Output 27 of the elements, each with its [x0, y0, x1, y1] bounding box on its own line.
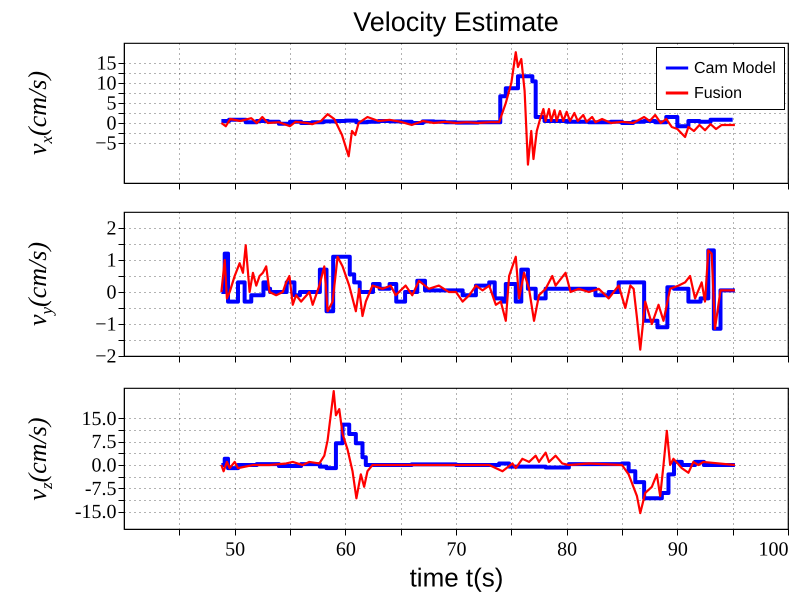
- y-tick-label: −1: [95, 314, 116, 336]
- y-tick-label: -15.0: [74, 501, 116, 524]
- x-tick-label: 70: [446, 538, 466, 560]
- chart-title: Velocity Estimate: [353, 7, 559, 37]
- y-tick-label: 15: [96, 52, 116, 74]
- y-tick-label: 0: [106, 112, 116, 134]
- y-tick-label: −2: [95, 346, 116, 368]
- x-tick-label: 100: [758, 538, 788, 560]
- legend-label: Cam Model: [694, 60, 776, 77]
- x-axis-title: time t(s): [410, 562, 504, 592]
- x-tick-label: 80: [557, 538, 578, 560]
- y-tick-label: −5: [95, 132, 116, 154]
- y-tick-label: 0.0: [92, 454, 116, 477]
- y-tick-label: 1: [106, 250, 116, 272]
- y-tick-label: 7.5: [92, 431, 116, 454]
- y-tick-label: 15.0: [82, 408, 116, 430]
- x-tick-label: 90: [668, 538, 688, 560]
- y-tick-label: 0: [106, 282, 116, 304]
- line-series: [220, 244, 736, 351]
- legend-label: Fusion: [694, 85, 742, 102]
- x-tick-label: 50: [225, 538, 246, 560]
- y-tick-label: 5: [106, 92, 116, 114]
- y-tick-label: -7.5: [84, 478, 116, 500]
- y-tick-label: 2: [106, 218, 116, 240]
- x-tick-label: 60: [336, 538, 356, 560]
- line-series: [220, 390, 736, 514]
- y-tick-label: 10: [96, 72, 116, 94]
